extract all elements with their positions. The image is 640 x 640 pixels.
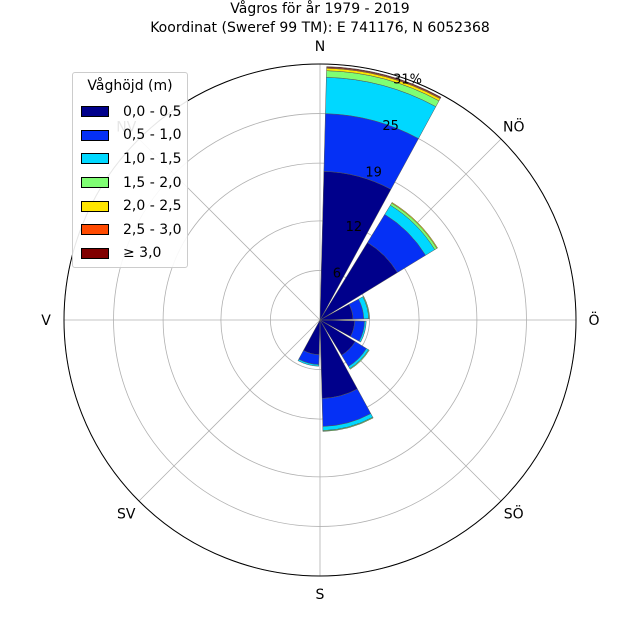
legend-swatch [81,153,109,165]
radial-tick-label: 19 [365,166,382,181]
legend-entry: 0,0 - 0,5 [81,100,182,124]
legend-label: 0,5 - 1,0 [123,127,182,144]
legend-entries: 0,0 - 0,5 0,5 - 1,0 1,0 - 1,5 1,5 - 2,0 2,0 … [81,100,182,266]
chart-title: Vågros för år 1979 - 2019 [230,1,410,17]
direction-label-270: V [41,313,51,329]
grid-ring [220,220,420,420]
direction-label-0: N [315,39,325,55]
grid-ring [113,113,527,527]
legend-label: 1,0 - 1,5 [123,150,182,167]
wedge-165-bin-3 [322,416,374,432]
legend-label: 2,0 - 2,5 [123,198,182,215]
legend-label: 1,5 - 2,0 [123,174,182,191]
legend-entry: 2,5 - 3,0 [81,218,182,242]
wedge-15-bin-6 [326,66,442,99]
legend-label: ≥ 3,0 [123,245,162,262]
wedge-75-bin-3 [362,296,370,319]
wedge-135-bin-3 [349,349,370,370]
legend-title: Våghöjd (m) [87,78,173,94]
chart-title-block: Vågros för år 1979 - 2019 Koordinat (Swe… [0,0,640,38]
wedge-195-bin-0 [303,319,321,355]
chart-subtitle: Koordinat (Sweref 99 TM): E 741176, N 60… [150,20,490,36]
wedge-45-bin-4 [391,202,438,249]
legend-swatch [81,200,109,212]
wedge-105-bin-2 [358,320,367,343]
legend-entry: 1,5 - 2,0 [81,171,182,195]
direction-label-180: S [316,587,325,603]
radial-tick-label: 31% [393,72,422,87]
legend-entry: 0,5 - 1,0 [81,124,182,148]
legend-label: 0,0 - 0,5 [123,103,182,120]
wedge-195-bin-2 [297,358,320,367]
legend-swatch [81,106,109,118]
legend-swatch [81,177,109,189]
legend: Våghöjd (m) 0,0 - 0,5 0,5 - 1,0 1,0 - 1,5 1… [72,72,188,268]
direction-label-90: Ö [588,311,599,329]
legend-swatch [81,247,109,259]
legend-entry: ≥ 3,0 [81,242,179,266]
direction-label-225: SV [117,507,136,523]
plot-frame [63,63,577,577]
legend-entry: 1,0 - 1,5 [81,147,182,171]
direction-label-45: NÖ [503,117,525,135]
legend-entry: 2,0 - 2,5 [81,194,182,218]
label-layer: NNÖÖSÖSSVVNV612192531% [41,39,599,603]
radial-tick-label: 6 [333,266,341,281]
wedge-layer [297,66,442,432]
legend-swatch [81,224,109,236]
direction-label-135: SÖ [504,505,524,523]
legend-swatch [81,129,109,141]
grid-ring [270,270,370,370]
radial-tick-label: 12 [346,220,363,235]
radial-tick-label: 25 [382,119,399,134]
grid-ring [162,162,478,478]
legend-label: 2,5 - 3,0 [123,221,182,238]
grid-spoke [138,319,321,502]
